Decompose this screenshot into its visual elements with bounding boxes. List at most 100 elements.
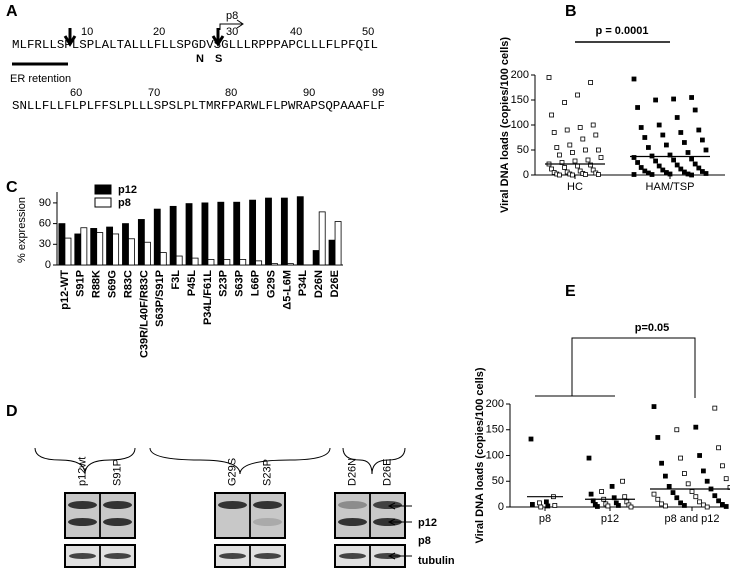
- point: [653, 158, 658, 164]
- point: [631, 155, 637, 160]
- y-tick-label: 100: [511, 119, 529, 131]
- bar: [217, 201, 225, 266]
- x-tick-label: R88K: [91, 270, 103, 298]
- position: 20: [153, 26, 165, 38]
- point: [656, 163, 662, 169]
- arrow: [63, 28, 77, 47]
- y-tick-label: 200: [511, 69, 529, 81]
- y-tick-label: 0: [523, 169, 529, 181]
- arrow: [387, 502, 396, 510]
- band: [254, 553, 281, 559]
- point: [682, 140, 687, 145]
- band: [103, 501, 132, 509]
- band: [373, 518, 402, 526]
- x-tick-label: S63P: [234, 270, 246, 297]
- position: 10: [81, 26, 93, 38]
- bar: [169, 205, 177, 266]
- y-tick-label: 50: [492, 475, 504, 487]
- point: [575, 163, 580, 169]
- point: [544, 499, 549, 505]
- point: [667, 171, 673, 177]
- point: [631, 172, 637, 177]
- bar: [191, 257, 199, 266]
- point: [638, 125, 644, 130]
- y-tick-label: 90: [39, 197, 51, 209]
- lane-divider: [99, 544, 136, 568]
- x-tick-label: D26E: [329, 270, 341, 298]
- point: [628, 504, 634, 510]
- point: [674, 162, 680, 168]
- band: [104, 553, 131, 559]
- x-tick-label: S63P/S91P: [154, 270, 166, 327]
- point: [593, 132, 599, 138]
- point: [697, 499, 702, 505]
- bar: [201, 202, 209, 266]
- brace: [149, 447, 331, 475]
- bar: [106, 226, 114, 266]
- position: 60: [70, 87, 82, 99]
- bracket: [535, 337, 696, 398]
- y-tick-label: 200: [486, 398, 504, 410]
- point: [638, 165, 644, 170]
- band: [253, 518, 282, 526]
- x-tick-label: Δ5-L6M: [281, 270, 293, 310]
- arrow: [387, 518, 396, 526]
- x-tick-label: p8: [539, 513, 551, 525]
- point: [670, 490, 676, 495]
- panel-label: D: [6, 403, 18, 420]
- point: [596, 147, 601, 153]
- position: 80: [225, 87, 237, 99]
- x-tick-label: D26N: [313, 270, 325, 298]
- bar: [265, 197, 272, 266]
- bar: [318, 211, 326, 266]
- point: [671, 157, 676, 163]
- point: [567, 142, 573, 148]
- bar: [175, 255, 183, 266]
- position: 30: [226, 26, 238, 38]
- point: [577, 125, 583, 130]
- point: [631, 76, 637, 82]
- y-tick-label: 150: [511, 94, 529, 106]
- y-tick-label: 100: [486, 449, 504, 461]
- point: [557, 172, 562, 178]
- point: [554, 145, 560, 150]
- bar: [128, 238, 135, 266]
- bar: [64, 237, 72, 266]
- point: [663, 503, 668, 509]
- x-tick-label: P34L: [297, 270, 309, 297]
- lane-divider: [99, 492, 136, 539]
- point: [583, 172, 588, 177]
- point: [590, 122, 596, 128]
- y-tick-label: 150: [486, 424, 504, 436]
- point: [696, 165, 702, 171]
- point: [682, 471, 687, 476]
- point: [651, 404, 657, 409]
- bar: [159, 252, 167, 266]
- x-tick-label: S91P: [75, 270, 87, 297]
- point: [678, 130, 684, 135]
- point: [660, 167, 666, 173]
- point: [696, 127, 702, 133]
- y-tick-label: 50: [517, 144, 529, 156]
- point: [572, 158, 578, 164]
- bar: [137, 219, 145, 266]
- point: [537, 500, 542, 506]
- point: [666, 483, 672, 489]
- y-axis-label: % expression: [16, 197, 28, 263]
- point: [689, 172, 694, 178]
- point: [664, 142, 669, 148]
- y-tick-label: 0: [45, 259, 51, 271]
- point: [692, 161, 698, 167]
- point: [595, 504, 600, 509]
- x-tick-label: p8 and p12: [664, 513, 719, 525]
- point: [596, 172, 601, 177]
- point: [549, 166, 554, 172]
- bar: [223, 259, 231, 266]
- lane-label: p12wt: [76, 457, 88, 486]
- point: [674, 495, 680, 501]
- point: [689, 156, 694, 162]
- bar: [271, 263, 278, 266]
- point: [528, 436, 534, 442]
- sequence: MLFRLLSPLSPLALTALLLFLLSPGDVSGLLLRPPPAPCL…: [12, 38, 378, 52]
- x-tick-label: HC: [567, 181, 583, 193]
